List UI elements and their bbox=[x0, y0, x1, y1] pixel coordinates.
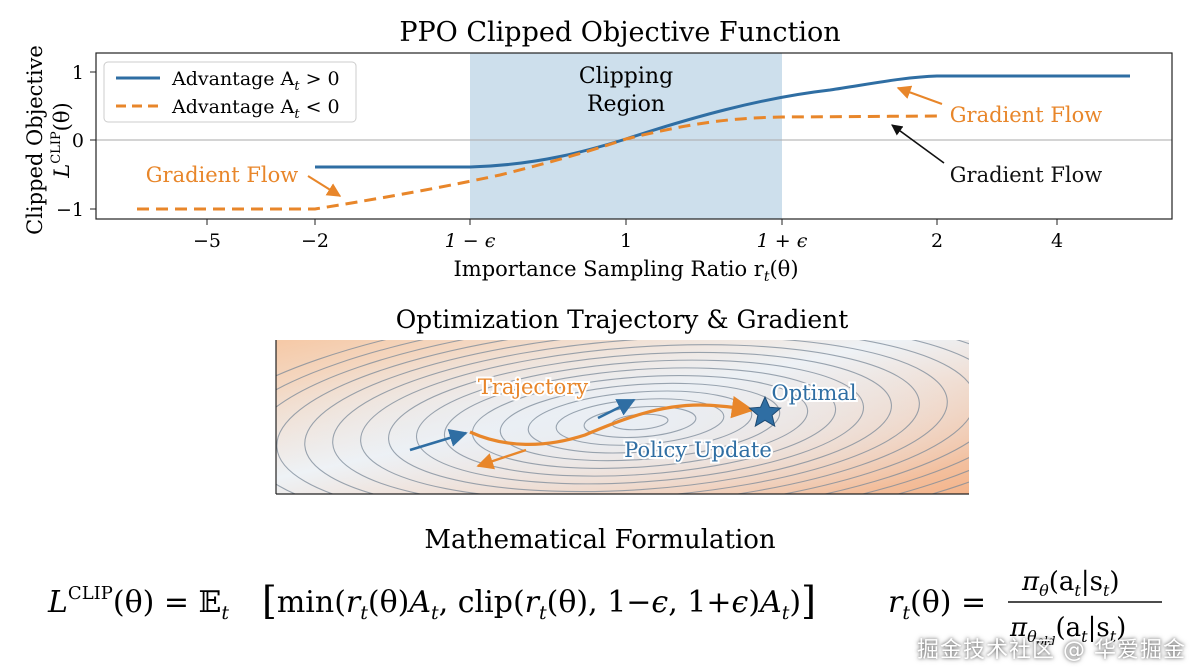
x-tick-neg2: −2 bbox=[301, 230, 329, 252]
contour-plot bbox=[276, 340, 969, 494]
x-tick-2: 2 bbox=[931, 230, 943, 252]
label-policy-update: Policy Update bbox=[624, 438, 772, 462]
policy-update-arrow-2 bbox=[597, 398, 636, 420]
svg-text:LCLIP(θ): LCLIP(θ) bbox=[49, 102, 74, 178]
formula-clip-objective: LCLIP(θ) = 𝔼t [min(rt(θ)At, clip(rt(θ), … bbox=[47, 579, 816, 624]
contour-line bbox=[499, 382, 781, 462]
series-advantage-positive bbox=[315, 74, 1130, 169]
legend-label-positive: Advantage At > 0 bbox=[171, 68, 340, 94]
contour-line bbox=[332, 340, 948, 494]
svg-text:Clipped Objective: Clipped Objective bbox=[23, 45, 47, 235]
svg-text:rt(θ) =: rt(θ) = bbox=[888, 585, 986, 624]
annotation-arrow-left bbox=[307, 175, 342, 197]
formula-ratio: rt(θ) = πθ(at|st) πθold(at|st) bbox=[888, 567, 1162, 648]
clip-label-1: Clipping bbox=[579, 64, 673, 89]
y-tick-neg1: −1 bbox=[56, 199, 84, 221]
contour-line bbox=[415, 359, 865, 485]
policy-update-arrow-1 bbox=[409, 429, 468, 452]
watermark: 掘金技术社区 @ 华爱掘金 bbox=[917, 638, 1186, 663]
contour-line bbox=[304, 340, 969, 494]
y-axis-ticks: 1 0 −1 bbox=[56, 62, 96, 221]
contour-line bbox=[276, 340, 969, 494]
contour-line bbox=[583, 405, 697, 439]
x-tick-1-minus-eps: 1 − ϵ bbox=[445, 230, 496, 252]
label-trajectory: Trajectory bbox=[478, 375, 588, 399]
svg-text:LCLIP(θ) = 𝔼t: LCLIP(θ) = 𝔼t bbox=[47, 583, 229, 624]
y-tick-1: 1 bbox=[72, 62, 84, 84]
contour-line bbox=[360, 344, 920, 494]
backward-gradient-arrow bbox=[476, 448, 527, 470]
formula-heading: Mathematical Formulation bbox=[424, 525, 776, 555]
legend-label-negative: Advantage At < 0 bbox=[171, 96, 340, 122]
clipping-region bbox=[470, 53, 782, 219]
annotation-arrow-black bbox=[891, 124, 945, 164]
x-tick-1: 1 bbox=[620, 230, 632, 252]
y-tick-0: 0 bbox=[72, 130, 84, 152]
annotation-gradient-flow-orange: Gradient Flow bbox=[950, 103, 1102, 127]
label-optimal: Optimal bbox=[772, 381, 857, 405]
y-axis-label: Clipped Objective LCLIP(θ) bbox=[23, 45, 74, 235]
formula-body: [min(rt(θ)At, clip(rt(θ), 1−ϵ, 1+ϵ)At)] bbox=[262, 579, 816, 624]
annotation-arrow-orange bbox=[896, 85, 943, 105]
x-tick-neg5: −5 bbox=[193, 230, 221, 252]
legend: Advantage At > 0 Advantage At < 0 bbox=[103, 61, 357, 123]
formula-numerator: πθ(at|st) bbox=[1021, 567, 1120, 600]
x-axis-ticks: −5 −2 1 − ϵ 1 1 + ϵ 2 4 bbox=[193, 219, 1063, 252]
x-tick-4: 4 bbox=[1051, 230, 1063, 252]
x-tick-1-plus-eps: 1 + ϵ bbox=[757, 230, 808, 252]
formula-denominator: πθold(at|st) bbox=[1009, 613, 1126, 648]
clip-label-2: Region bbox=[587, 92, 665, 117]
trajectory-path bbox=[469, 396, 755, 446]
annotation-gradient-flow-black: Gradient Flow bbox=[950, 163, 1102, 187]
series-advantage-negative bbox=[137, 114, 938, 211]
chart2-title: Optimization Trajectory & Gradient bbox=[396, 305, 849, 334]
x-axis-label: Importance Sampling Ratio rt(θ) bbox=[453, 257, 798, 285]
contour-line bbox=[443, 367, 837, 477]
chart1-title: PPO Clipped Objective Function bbox=[399, 17, 840, 48]
chart1-axes-frame bbox=[95, 52, 1173, 220]
optimal-star-icon bbox=[748, 395, 782, 428]
contour-line bbox=[555, 398, 725, 446]
annotation-gradient-flow-left: Gradient Flow bbox=[146, 163, 298, 187]
contour-line bbox=[388, 351, 892, 493]
